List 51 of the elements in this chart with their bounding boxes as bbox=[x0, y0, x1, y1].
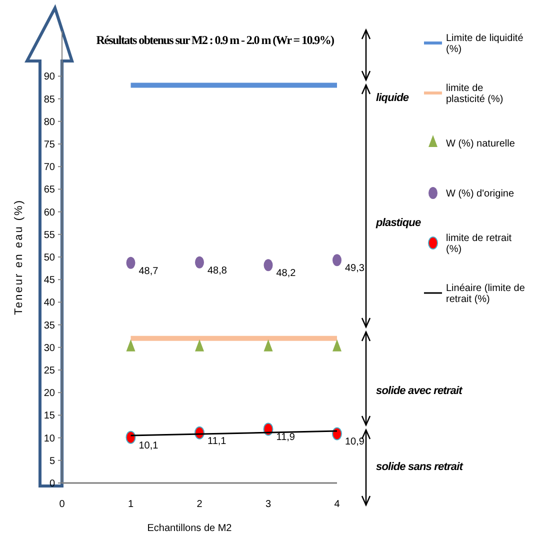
y-tick-label: 15 bbox=[44, 410, 56, 422]
y-tick-label: 40 bbox=[44, 298, 56, 309]
data-label: 48,8 bbox=[208, 265, 228, 276]
y-tick-label: 30 bbox=[44, 342, 56, 354]
x-tick-label: 0 bbox=[59, 499, 66, 510]
y-tick-label: 25 bbox=[44, 366, 56, 376]
y-tick-label: 0 bbox=[49, 478, 56, 490]
y-tick-label: 35 bbox=[44, 320, 56, 332]
y-tick-label: 75 bbox=[44, 140, 56, 150]
legend-label: Limite de liquidité (%) bbox=[446, 33, 524, 55]
x-axis-title: Echantillons de M2 bbox=[147, 523, 232, 534]
point bbox=[264, 259, 273, 272]
text: plastique bbox=[375, 216, 421, 229]
y-tick-label: 80 bbox=[44, 116, 56, 128]
y-tick-label: 55 bbox=[44, 230, 56, 241]
y-axis-title: Teneur en eau (%) bbox=[13, 199, 25, 315]
point bbox=[126, 256, 136, 269]
x-tick-label: 1 bbox=[128, 499, 134, 510]
x-tick-label: 3 bbox=[265, 499, 272, 510]
text: liquide bbox=[376, 92, 409, 104]
data-label: 49,3 bbox=[345, 263, 365, 274]
data-label: 48,2 bbox=[276, 268, 296, 280]
point bbox=[195, 256, 204, 268]
y-tick-label: 65 bbox=[44, 184, 56, 196]
text: solide avec retrait bbox=[376, 384, 464, 397]
text: solide sans retrait bbox=[376, 460, 464, 473]
point bbox=[332, 254, 342, 266]
legend-label: limite de plasticité (%) bbox=[446, 83, 504, 105]
data-label: 10,9 bbox=[345, 436, 365, 448]
y-tick-label: 5 bbox=[49, 456, 56, 467]
y-tick-label: 45 bbox=[44, 275, 56, 286]
point bbox=[332, 427, 342, 440]
legend-label: limite de retrait (%) bbox=[446, 233, 512, 255]
y-tick-label: 90 bbox=[44, 72, 56, 83]
y-tick-label: 20 bbox=[44, 388, 56, 400]
data-label: 11,9 bbox=[276, 432, 296, 444]
legend-label: W (%) naturelle bbox=[446, 138, 516, 150]
chart-title: Résultats obtenus sur M2 : 0.9 m - 2.0 m (Wr = 10.9%) bbox=[96, 33, 335, 47]
y-tick-label: 70 bbox=[44, 162, 56, 174]
y-tick-label: 85 bbox=[44, 94, 56, 106]
legend-label: W (%) d'origine bbox=[446, 188, 514, 200]
x-tick-label: 2 bbox=[196, 499, 203, 510]
x-tick-label: 4 bbox=[334, 499, 340, 510]
data-label: 48,7 bbox=[138, 266, 159, 277]
data-label: 10,1 bbox=[138, 440, 159, 452]
point bbox=[126, 430, 136, 444]
y-tick-label: 50 bbox=[44, 252, 56, 264]
y-tick-label: 10 bbox=[44, 433, 56, 444]
data-label: 11,1 bbox=[208, 436, 227, 447]
y-tick-label: 60 bbox=[44, 207, 56, 218]
legend-label: Linéaire (limite de retrait (%) bbox=[446, 283, 526, 305]
